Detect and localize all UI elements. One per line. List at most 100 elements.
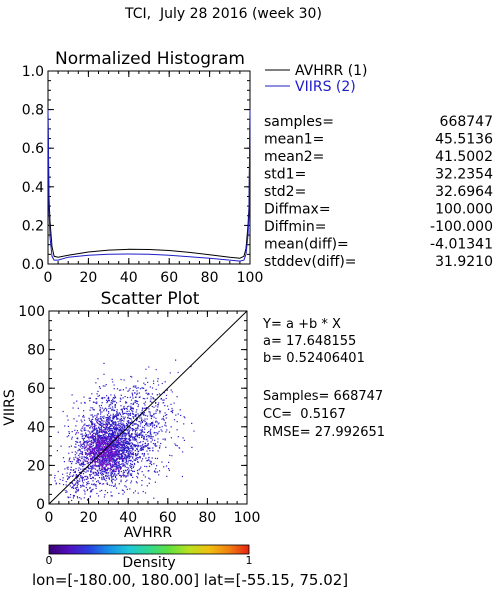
scatter-point xyxy=(118,422,120,424)
scatter-point xyxy=(93,409,95,411)
scatter-point xyxy=(116,463,118,465)
scatter-point xyxy=(75,462,77,464)
scatter-point xyxy=(152,447,154,449)
scatter-point xyxy=(138,469,140,471)
scatter-point xyxy=(125,442,127,444)
scatter-point xyxy=(147,446,149,448)
scatter-point xyxy=(101,419,103,422)
stat-label: std1= xyxy=(264,167,306,183)
scatter-point xyxy=(102,461,104,463)
scatter-point xyxy=(107,467,109,469)
scatter-point xyxy=(106,441,109,443)
scatter-point xyxy=(115,402,118,404)
scatter-point xyxy=(149,460,151,462)
scatter-point xyxy=(108,412,110,414)
scatter-point xyxy=(100,434,102,437)
scatter-point xyxy=(100,440,102,442)
scatter-point xyxy=(108,398,110,400)
scatter-point xyxy=(101,423,103,425)
scatter-point xyxy=(104,490,106,492)
scatter-point xyxy=(92,401,94,403)
scatter-point xyxy=(149,411,151,413)
scatter-point xyxy=(76,477,79,479)
scatter-point xyxy=(105,465,107,467)
scatter-point xyxy=(121,430,123,432)
scatter-point xyxy=(114,396,117,399)
scatter-point xyxy=(123,432,125,434)
scatter-point xyxy=(120,442,122,444)
scatter-point xyxy=(138,457,140,459)
scatter-point xyxy=(127,441,129,443)
scatter-point xyxy=(111,485,113,487)
scatter-point xyxy=(92,434,94,436)
scatter-point xyxy=(113,388,115,390)
histogram-series-1-line xyxy=(47,113,251,259)
scatter-point xyxy=(149,415,151,417)
scatter-point xyxy=(89,495,91,497)
scatter-point xyxy=(147,432,149,434)
scatter-point xyxy=(168,469,170,471)
scatter-point xyxy=(100,431,102,433)
scatter-point xyxy=(109,417,112,419)
scatter-point xyxy=(120,430,122,432)
scatter-point xyxy=(164,424,166,426)
scatter-point xyxy=(89,397,91,399)
scatter-point xyxy=(167,408,170,410)
scatter-point xyxy=(87,467,89,469)
scatter-point xyxy=(180,414,182,416)
scatter-point xyxy=(128,405,130,407)
scatter-point xyxy=(116,451,118,453)
scatter-point xyxy=(129,465,131,467)
scatter-point xyxy=(112,433,114,435)
scatter-point xyxy=(144,384,146,386)
scatter-point xyxy=(139,433,141,435)
scatter-point xyxy=(113,422,115,424)
scatter-point xyxy=(83,437,85,439)
scatter-point xyxy=(107,475,109,478)
scatter-point xyxy=(119,412,121,414)
scatter-point xyxy=(126,457,129,459)
scatter-point xyxy=(109,449,111,451)
scatter-point xyxy=(148,436,150,438)
scatter-point xyxy=(114,448,117,450)
scatter-point xyxy=(77,469,80,471)
scatter-point xyxy=(84,445,86,447)
scatter-point xyxy=(117,421,119,423)
scatter-point xyxy=(79,478,81,480)
scatter-point xyxy=(88,453,90,455)
scatter-point xyxy=(128,457,130,459)
scatter-point xyxy=(118,461,120,463)
scatter-point xyxy=(106,399,108,401)
scatter-point xyxy=(131,433,133,435)
scatter-point xyxy=(148,408,150,410)
scatter-point xyxy=(87,425,89,427)
scatter-point xyxy=(97,470,99,472)
scatter-point xyxy=(76,452,78,454)
scatter-point xyxy=(174,443,176,445)
scatter-point xyxy=(103,408,105,410)
stat-value: 41.5002 xyxy=(435,149,493,165)
histogram-x-tick-label: 60 xyxy=(160,270,178,286)
scatter-point xyxy=(102,465,104,467)
scatter-point xyxy=(135,445,137,447)
scatter-point xyxy=(123,407,125,409)
scatter-point xyxy=(157,438,159,440)
scatter-point xyxy=(106,395,108,397)
scatter-point xyxy=(109,457,111,460)
scatter-point xyxy=(141,460,143,462)
scatter-point xyxy=(81,480,84,482)
scatter-point xyxy=(124,464,126,466)
scatter-point xyxy=(148,482,150,484)
scatter-point xyxy=(92,472,94,474)
scatter-point xyxy=(145,457,147,459)
scatter-point xyxy=(81,445,83,448)
scatter-point xyxy=(156,426,158,428)
scatter-point xyxy=(98,440,100,442)
scatter-point xyxy=(147,435,149,437)
scatter-point xyxy=(115,423,117,425)
scatter-point xyxy=(143,435,145,437)
scatter-point xyxy=(99,436,101,438)
scatter-point xyxy=(111,480,113,483)
scatter-point xyxy=(164,414,167,416)
scatter-point xyxy=(117,424,119,426)
